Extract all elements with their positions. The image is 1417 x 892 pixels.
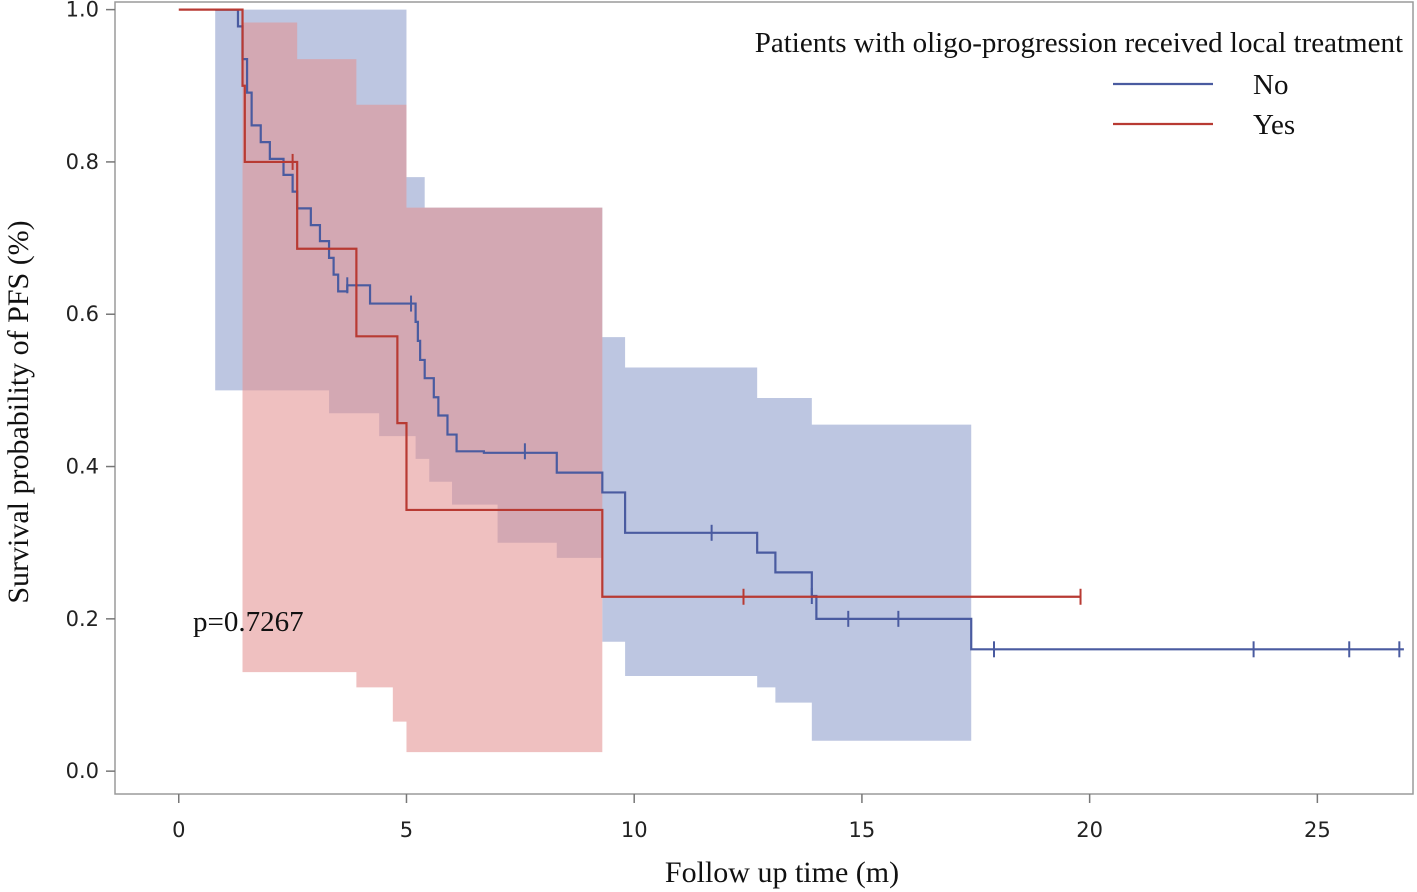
x-tick-label: 10	[621, 818, 648, 842]
x-tick-label: 0	[172, 818, 185, 842]
ci-band-yes	[242, 22, 603, 753]
y-axis: 0.0 0.2 0.4 0.6 0.8 1.0	[66, 0, 115, 783]
y-tick-label: 0.2	[66, 607, 99, 631]
confidence-bands	[215, 9, 972, 753]
x-tick-label: 20	[1076, 818, 1103, 842]
km-curve-no	[215, 8, 1404, 651]
x-axis: 0 5 10 15 20 25	[172, 794, 1331, 842]
plot-frame	[114, 1, 1414, 795]
km-curve-yes	[178, 8, 1081, 598]
p-value-annotation: p=0.7267	[193, 606, 304, 638]
x-tick-label: 5	[400, 818, 413, 842]
y-axis-title: Survival probability of PFS (%)	[2, 220, 35, 603]
y-tick-label: 0.4	[66, 455, 99, 479]
x-axis-title: Follow up time (m)	[665, 856, 899, 889]
y-tick-label: 0.0	[66, 759, 99, 783]
legend-label-yes: Yes	[1253, 109, 1295, 141]
x-tick-label: 25	[1304, 818, 1331, 842]
survival-curves	[178, 8, 1404, 658]
y-tick-label: 0.8	[66, 150, 99, 174]
legend-title: Patients with oligo-progression received…	[755, 27, 1403, 59]
y-tick-label: 1.0	[66, 0, 99, 22]
y-tick-label: 0.6	[66, 302, 99, 326]
x-tick-label: 15	[849, 818, 876, 842]
legend-label-no: No	[1253, 69, 1288, 101]
